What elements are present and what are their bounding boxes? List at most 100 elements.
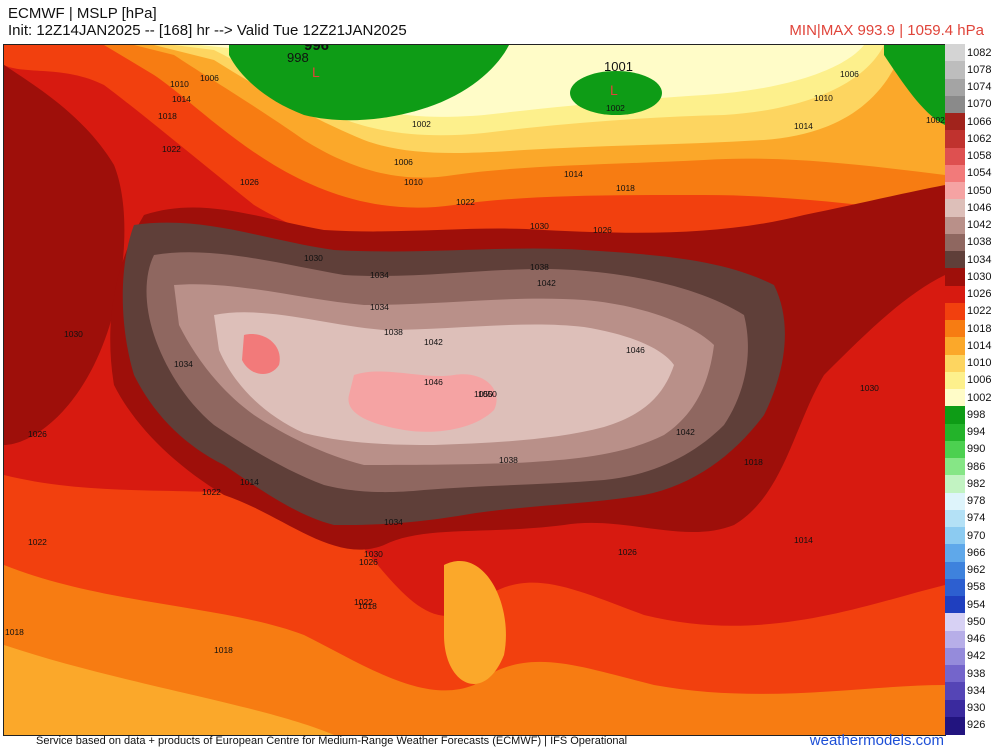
colorbar-label: 974 — [967, 512, 986, 525]
site-link[interactable]: weathermodels.com — [809, 732, 944, 749]
isobar-label: 1038 — [384, 327, 403, 337]
colorbar-label: 934 — [967, 684, 986, 697]
colorbar-swatch — [945, 544, 965, 562]
colorbar-swatch — [945, 492, 965, 511]
colorbar-swatch — [945, 302, 965, 321]
colorbar-swatch — [945, 716, 965, 735]
isobar-label: 1018 — [5, 627, 24, 637]
colorbar-label: 1010 — [967, 357, 992, 370]
colorbar-swatch — [945, 596, 965, 614]
isobar-label: 1026 — [359, 557, 378, 567]
colorbar-swatch — [945, 147, 965, 166]
isobar-label: 1022 — [354, 597, 373, 607]
isobar-label: 1010 — [170, 79, 189, 89]
colorbar-label: 1078 — [967, 63, 992, 76]
colorbar-label: 978 — [967, 495, 986, 508]
colorbar-swatch — [945, 61, 965, 79]
colorbar-label: 1030 — [967, 270, 992, 283]
colorbar-label: 1062 — [967, 132, 992, 145]
colorbar-swatch — [945, 630, 965, 649]
colorbar-label: 938 — [967, 667, 986, 680]
colorbar-swatch — [945, 527, 965, 545]
colorbar-swatch — [945, 475, 965, 493]
band-1050 — [348, 371, 497, 432]
colorbar-label: 1022 — [967, 305, 992, 318]
colorbar-label: 1038 — [967, 236, 992, 249]
colorbar-swatch — [945, 682, 965, 700]
low-center-big-value: 1001 — [604, 59, 633, 74]
colorbar-swatch — [945, 78, 965, 97]
colorbar-swatch — [945, 613, 965, 631]
isobar-label: 1042 — [537, 278, 556, 288]
colorbar-swatch — [945, 389, 965, 407]
isobar-label: 1022 — [456, 197, 475, 207]
low-center-value: 1002 — [606, 103, 625, 113]
isobar-label: 1026 — [240, 177, 259, 187]
isobar-label: 1030 — [530, 221, 549, 231]
isobar-label: 1022 — [202, 487, 221, 497]
colorbar-label: 1074 — [967, 81, 992, 94]
low-998-west — [229, 45, 509, 121]
map-title: ECMWF | MSLP [hPa] — [8, 5, 157, 22]
isobar-label: 1002 — [412, 119, 431, 129]
header: ECMWF | MSLP [hPa] Init: 12Z14JAN2025 --… — [0, 0, 1000, 44]
colorbar-swatch — [945, 578, 965, 597]
isobar-label: 1022 — [28, 537, 47, 547]
colorbar-swatch — [945, 320, 965, 338]
isobar-label: 1018 — [358, 601, 377, 611]
colorbar-label: 954 — [967, 598, 986, 611]
colorbar-swatch — [945, 285, 965, 304]
colorbar-swatch — [945, 113, 965, 131]
low-998-east — [570, 71, 662, 115]
isobar-label: 1046 — [424, 377, 443, 387]
colorbar-swatch — [945, 458, 965, 476]
isobar-label: 1018 — [158, 111, 177, 121]
colorbar-label: 1070 — [967, 98, 992, 111]
colorbar-label: 1026 — [967, 288, 992, 301]
colorbar-swatch — [945, 268, 965, 286]
isobar-label: 1014 — [564, 169, 583, 179]
colorbar-label: 962 — [967, 564, 986, 577]
colorbar-label: 958 — [967, 581, 986, 594]
colorbar-label: 950 — [967, 615, 986, 628]
colorbar-label: 998 — [967, 408, 986, 421]
low-center-mark: L — [610, 82, 618, 98]
pressure-map: L 998 996 L 1001 1002 1006 1010 1014 1018 10… — [3, 44, 946, 736]
isobar-label: 1018 — [616, 183, 635, 193]
colorbar-swatch — [945, 647, 965, 666]
isobar-label: 1026 — [618, 547, 637, 557]
isobar-label: 1018 — [214, 645, 233, 655]
colorbar-label: 1034 — [967, 253, 992, 266]
isobar-label: 1046 — [626, 345, 645, 355]
colorbar-label: 1066 — [967, 115, 992, 128]
colorbar-swatch — [945, 95, 965, 114]
isobar-label: 1006 — [394, 157, 413, 167]
low-998-northeast — [884, 45, 945, 125]
band-1018-gulf — [444, 561, 506, 684]
pressure-colorbar: 1082 1078 1074 1070 1066 1062 1058 1054 1050 1046… — [945, 44, 1000, 735]
isobar-label: 1030 — [64, 329, 83, 339]
colorbar-swatch — [945, 509, 965, 528]
isobar-label: 1026 — [28, 429, 47, 439]
colorbar-swatch — [945, 233, 965, 252]
isobar-label: 1050 — [478, 389, 497, 399]
isobar-label: 1034 — [384, 517, 403, 527]
isobar-label: 1030 — [304, 253, 323, 263]
low-center-value: 998 — [287, 50, 309, 65]
colorbar-label: 1018 — [967, 322, 992, 335]
colorbar-label: 970 — [967, 529, 986, 542]
colorbar-label: 942 — [967, 650, 986, 663]
isobar-label: 1042 — [424, 337, 443, 347]
colorbar-label: 1054 — [967, 167, 992, 180]
colorbar-swatch — [945, 164, 965, 183]
colorbar-swatch — [945, 354, 965, 373]
isobar-label: 1042 — [676, 427, 695, 437]
colorbar-label: 930 — [967, 702, 986, 715]
colorbar-swatch — [945, 130, 965, 148]
init-valid-line: Init: 12Z14JAN2025 -- [168] hr --> Valid… — [8, 22, 407, 39]
min-max-readout: MIN|MAX 993.9 | 1059.4 hPa — [789, 22, 984, 39]
colorbar-label: 966 — [967, 546, 986, 559]
colorbar-swatch — [945, 699, 965, 718]
colorbar-swatch — [945, 406, 965, 424]
isobar-label: 1022 — [162, 144, 181, 154]
